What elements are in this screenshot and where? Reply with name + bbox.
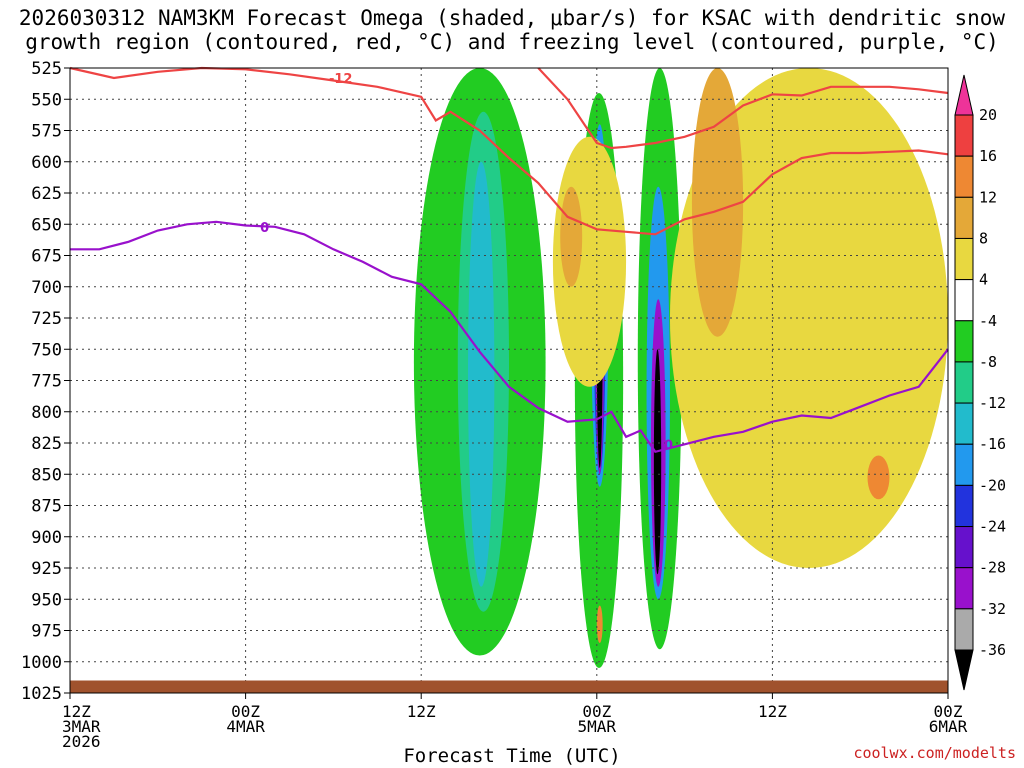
xtick-label-0-1: 3MAR	[62, 717, 101, 736]
ytick-label-625: 625	[31, 184, 62, 204]
colorbar-label-0: 20	[979, 106, 997, 124]
ytick-label-725: 725	[31, 309, 62, 329]
colorbar-bin-2	[954, 196, 974, 239]
colorbar-bin-10	[954, 526, 974, 569]
colorbar-bin-5	[954, 320, 974, 363]
ytick-label-825: 825	[31, 434, 62, 454]
omega-region-2	[468, 161, 495, 587]
colorbar-bin-4	[954, 279, 974, 322]
ytick-label-925: 925	[31, 559, 62, 579]
ytick-label-1025: 1025	[21, 684, 62, 704]
xtick-label-0-0: 12Z	[62, 702, 91, 721]
colorbar-bin-11	[954, 567, 974, 610]
dgz-label: -12	[329, 72, 353, 87]
colorbar-label-2: 12	[979, 188, 997, 206]
ytick-label-675: 675	[31, 247, 62, 267]
colorbar-label-12: -32	[979, 600, 1006, 618]
ytick-label-750: 750	[31, 340, 62, 360]
xtick-label-12-0: 00Z	[231, 702, 260, 721]
colorbar-label-1: 16	[979, 147, 997, 165]
freezing-level-label: 0	[260, 221, 269, 236]
xtick-label-24-0: 12Z	[407, 702, 436, 721]
colorbar-label-7: -12	[979, 394, 1006, 412]
chart-title-line1: 2026030312 NAM3KM Forecast Omega (shaded…	[18, 6, 1006, 30]
colorbar-bin-7	[954, 402, 974, 445]
ytick-label-575: 575	[31, 122, 62, 142]
omega-region-16	[867, 455, 890, 500]
grid-lines	[70, 68, 948, 693]
ytick-label-550: 550	[31, 90, 62, 110]
contour-1	[69, 66, 949, 236]
xtick-label-0-2: 2026	[62, 732, 101, 751]
freezing-level-label-2: 0	[664, 438, 673, 453]
xtick-label-48-0: 12Z	[758, 702, 787, 721]
colorbar-bin-1	[954, 155, 974, 198]
ytick-label-800: 800	[31, 403, 62, 423]
omega-region-17	[596, 605, 603, 643]
colorbar-bin-12	[954, 608, 974, 651]
ytick-label-975: 975	[31, 622, 62, 642]
xtick-label-36-1: 5MAR	[578, 717, 617, 736]
contour-2	[537, 67, 949, 150]
ytick-label-700: 700	[31, 278, 62, 298]
colorbar-bin-3	[954, 237, 974, 281]
colorbar-label-8: -16	[979, 435, 1006, 453]
colorbar-label-3: 8	[979, 229, 988, 247]
contours: 0 0 -12	[69, 66, 949, 454]
omega-region-11	[653, 349, 662, 575]
xtick-label-12-1: 4MAR	[226, 717, 265, 736]
ytick-label-875: 875	[31, 497, 62, 517]
colorbar-bin-0	[954, 114, 974, 157]
ytick-label-900: 900	[31, 528, 62, 548]
colorbar-top-arrow	[954, 74, 974, 116]
ytick-label-525: 525	[31, 59, 62, 79]
colorbar-label-10: -24	[979, 518, 1006, 536]
xtick-label-36-0: 00Z	[582, 702, 611, 721]
ytick-label-950: 950	[31, 590, 62, 610]
ytick-label-775: 775	[31, 372, 62, 392]
colorbar-label-13: -36	[979, 641, 1006, 659]
y-axis-ticks: 525 550 575 600 625 650 675 700 725 750 775 800 825 8…	[21, 59, 70, 704]
contour-0	[70, 220, 949, 454]
colorbar-label-11: -28	[979, 559, 1006, 577]
colorbar-label-5: -4	[979, 312, 997, 330]
colorbar-bin-6	[954, 361, 974, 404]
colorbar-bin-9	[954, 484, 974, 528]
colorbar-label-4: 4	[979, 271, 988, 289]
credit-link[interactable]: coolwx.com/modelts	[853, 744, 1016, 762]
x-axis-label: Forecast Time (UTC)	[403, 745, 621, 767]
colorbar-bottom-arrow	[954, 649, 974, 691]
ytick-label-650: 650	[31, 215, 62, 235]
xtick-label-60-1: 6MAR	[929, 717, 968, 736]
colorbar-label-6: -8	[979, 353, 997, 371]
omega-region-13	[560, 186, 583, 287]
omega-region-15	[691, 68, 744, 337]
surface-terrain	[70, 680, 948, 693]
colorbar: 20 16 12 8 4 -4 -8 -12 -16 -20 -24 -28 -32 -36	[954, 74, 1006, 691]
ytick-label-850: 850	[31, 465, 62, 485]
colorbar-bin-8	[954, 443, 974, 486]
chart-title-line2: growth region (contoured, red, °C) and f…	[25, 30, 999, 54]
ytick-label-1000: 1000	[21, 653, 62, 673]
ytick-label-600: 600	[31, 153, 62, 173]
colorbar-label-9: -20	[979, 476, 1006, 494]
xtick-label-60-0: 00Z	[934, 702, 963, 721]
